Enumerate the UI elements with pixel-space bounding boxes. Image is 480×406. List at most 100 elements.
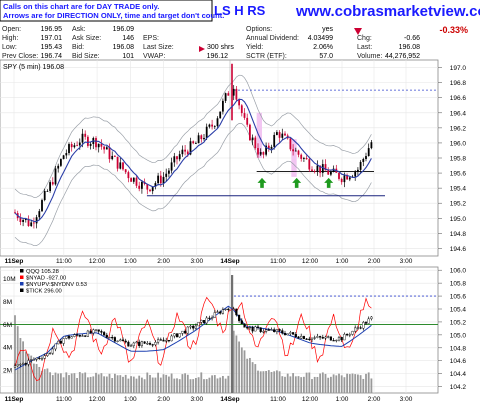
site-url[interactable]: www.cobrasmarketview.com bbox=[295, 3, 480, 20]
price-candle-body bbox=[103, 146, 105, 150]
price-x-ticks: 11Sep 11:00 12:00 1:00 2:00 3:00 14Sep 11:00 12:… bbox=[5, 258, 413, 265]
upper-band-line bbox=[14, 74, 372, 198]
price-x-tick-label: 2:00 bbox=[157, 258, 170, 265]
price-candle-body bbox=[124, 169, 127, 173]
volume-bar bbox=[257, 370, 259, 393]
qqq-candle-body bbox=[221, 309, 224, 314]
qqq-candle-body bbox=[256, 326, 260, 328]
volume-y-tick-label: 10M bbox=[3, 276, 16, 283]
qqq-candle-body bbox=[316, 336, 319, 338]
price-candle-body bbox=[267, 145, 270, 149]
qqq-candle-body bbox=[49, 352, 52, 355]
price-candle-body bbox=[114, 155, 116, 157]
volume-bar bbox=[362, 378, 365, 393]
quote-label: Options: bbox=[246, 26, 272, 33]
volume-bar bbox=[222, 375, 224, 393]
price-candle-body bbox=[319, 165, 321, 173]
price-candle-body bbox=[149, 189, 151, 192]
volume-bar bbox=[65, 372, 68, 393]
qqq-candle-body bbox=[370, 316, 373, 320]
price-candle-body bbox=[265, 145, 267, 155]
volume-bar bbox=[57, 373, 60, 393]
quote-value: yes bbox=[322, 26, 333, 33]
price-gridlines bbox=[0, 60, 438, 256]
volume-bar bbox=[343, 377, 346, 393]
price-candle-body bbox=[95, 138, 97, 148]
price-x-tick-label: 11:00 bbox=[56, 258, 72, 265]
up-arrow-icon bbox=[292, 177, 302, 188]
price-x-tick-label: 3:00 bbox=[190, 258, 203, 265]
price-candle-body bbox=[192, 141, 195, 144]
volume-bar bbox=[73, 373, 76, 393]
qqq-candle-body bbox=[265, 329, 268, 332]
qqq-candle-body bbox=[100, 331, 103, 333]
quote-value: 300 shrs bbox=[207, 44, 234, 51]
price-candle-body bbox=[251, 137, 254, 141]
indicator-x-tick-label: 11:00 bbox=[270, 396, 286, 403]
up-arrow-icon bbox=[324, 177, 334, 188]
qqq-candle-body bbox=[259, 327, 262, 332]
indicator-x-tick-label: 2:00 bbox=[157, 396, 170, 403]
quote-label: Annual Dividend: bbox=[246, 35, 299, 42]
direction-arrows bbox=[257, 177, 334, 188]
qqq-candle-body bbox=[248, 326, 251, 329]
volume-bar bbox=[154, 377, 157, 393]
qqq-candle-body bbox=[67, 336, 71, 339]
price-candle-body bbox=[273, 134, 276, 147]
price-candle-body bbox=[60, 159, 62, 166]
price-candle-body bbox=[316, 165, 319, 172]
volume-bar bbox=[286, 373, 289, 393]
indicator-y-tick-label: 105.4 bbox=[450, 307, 467, 314]
qqq-candle-body bbox=[321, 337, 324, 339]
quote-label: Chg: bbox=[357, 35, 372, 42]
qqq-candle-body bbox=[216, 311, 219, 313]
down-triangle-icon bbox=[354, 28, 362, 35]
price-y-tick-label: 196.6 bbox=[450, 95, 467, 102]
qqq-candle-body bbox=[251, 326, 254, 332]
volume-bar bbox=[338, 373, 340, 393]
volume-bar bbox=[70, 373, 73, 393]
price-y-tick-label: 194.6 bbox=[450, 246, 467, 253]
price-candle-body bbox=[43, 191, 46, 201]
volume-bar bbox=[254, 364, 257, 393]
price-candle-body bbox=[49, 182, 51, 191]
volume-bar bbox=[33, 363, 35, 393]
volume-bar bbox=[124, 374, 127, 393]
volume-bar bbox=[289, 376, 292, 393]
price-candle-body bbox=[327, 170, 330, 175]
price-y-tick-label: 195.8 bbox=[450, 156, 467, 163]
qqq-candle-body bbox=[165, 340, 168, 342]
price-candle-body bbox=[76, 145, 78, 147]
qqq-candle-body bbox=[343, 334, 346, 341]
qqq-candle-body bbox=[143, 341, 146, 344]
price-x-tick-label: 11Sep bbox=[5, 258, 24, 265]
quote-header: Calls on this chart are for DAY TRADE on… bbox=[0, 0, 480, 60]
volume-bar bbox=[284, 376, 286, 393]
price-candle-body bbox=[159, 175, 162, 184]
volume-bar bbox=[327, 377, 330, 393]
price-candle-body bbox=[354, 171, 357, 177]
qqq-candle-body bbox=[232, 308, 235, 310]
qqq-candle-body bbox=[167, 340, 170, 342]
quote-value: 196.12 bbox=[207, 53, 229, 60]
volume-bar bbox=[249, 357, 251, 393]
price-candle-body bbox=[224, 93, 227, 101]
price-candle-body bbox=[173, 156, 176, 163]
quote-label: VWAP: bbox=[143, 53, 165, 60]
price-candle-body bbox=[151, 186, 154, 192]
volume-bar bbox=[321, 372, 324, 393]
price-candle-body bbox=[33, 222, 35, 224]
qqq-candle-body bbox=[170, 335, 173, 342]
price-candle-body bbox=[227, 93, 230, 96]
volume-bar bbox=[60, 373, 62, 393]
lower-band-line bbox=[14, 123, 372, 247]
indicator-x-tick-label: 1:00 bbox=[124, 396, 137, 403]
volume-bar bbox=[197, 377, 200, 393]
volume-bar bbox=[54, 372, 57, 393]
qqq-candle-body bbox=[194, 325, 197, 329]
quote-value: 197.01 bbox=[41, 35, 63, 42]
qqq-candle-body bbox=[283, 332, 287, 336]
qqq-candle-body bbox=[138, 341, 141, 346]
volume-bar bbox=[27, 353, 30, 393]
volume-bar bbox=[195, 377, 197, 393]
